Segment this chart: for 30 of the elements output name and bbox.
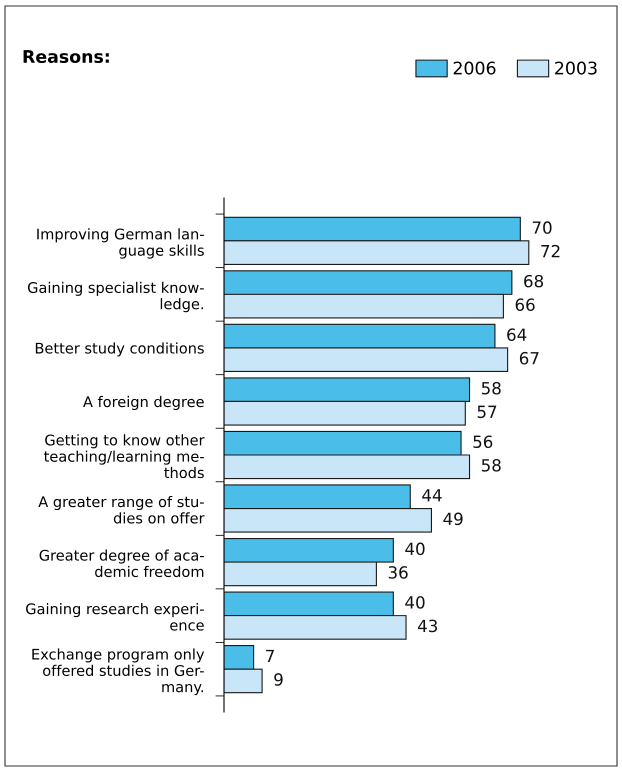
y-tick-label: Exchange program only offered studies in Ger- many.	[32, 648, 204, 696]
y-tick-label: Getting to know other teaching/learning me- thods	[44, 434, 205, 478]
data-label: 56	[473, 435, 492, 448]
y-tick-label: Gaining research experi- ence	[26, 603, 204, 631]
data-label: 72	[541, 244, 560, 258]
data-label: 70	[532, 221, 552, 234]
data-label: 7	[266, 650, 274, 662]
data-label: 58	[482, 459, 501, 472]
data-label: 67	[520, 352, 539, 365]
data-label: 9	[274, 673, 283, 686]
data-label: 64	[507, 328, 526, 341]
data-label: 40	[405, 542, 425, 556]
legend-label: 2006	[454, 61, 496, 75]
y-tick-label: Gaining specialist know- ledge.	[28, 282, 204, 312]
y-tick-label: A greater range of stu- dies on offer	[38, 496, 205, 524]
data-label: 58	[482, 382, 501, 395]
y-tick-label: A foreign degree	[83, 396, 204, 410]
data-label: 49	[443, 512, 463, 526]
text: Reasons:	[24, 50, 109, 64]
data-label: 43	[418, 620, 438, 632]
y-tick-label: Better study conditions	[36, 342, 204, 356]
data-label: 36	[388, 566, 408, 579]
y-tick-label: Greater degree of aca- demic freedom	[40, 549, 204, 578]
data-label: 66	[516, 298, 535, 311]
legend-label: 2003	[555, 61, 597, 75]
data-label: 44	[422, 489, 442, 502]
data-label: 57	[478, 406, 496, 418]
y-tick-label: Improving German lan- guage skills	[37, 228, 204, 259]
data-label: 40	[405, 596, 425, 609]
data-label: 68	[524, 274, 544, 288]
